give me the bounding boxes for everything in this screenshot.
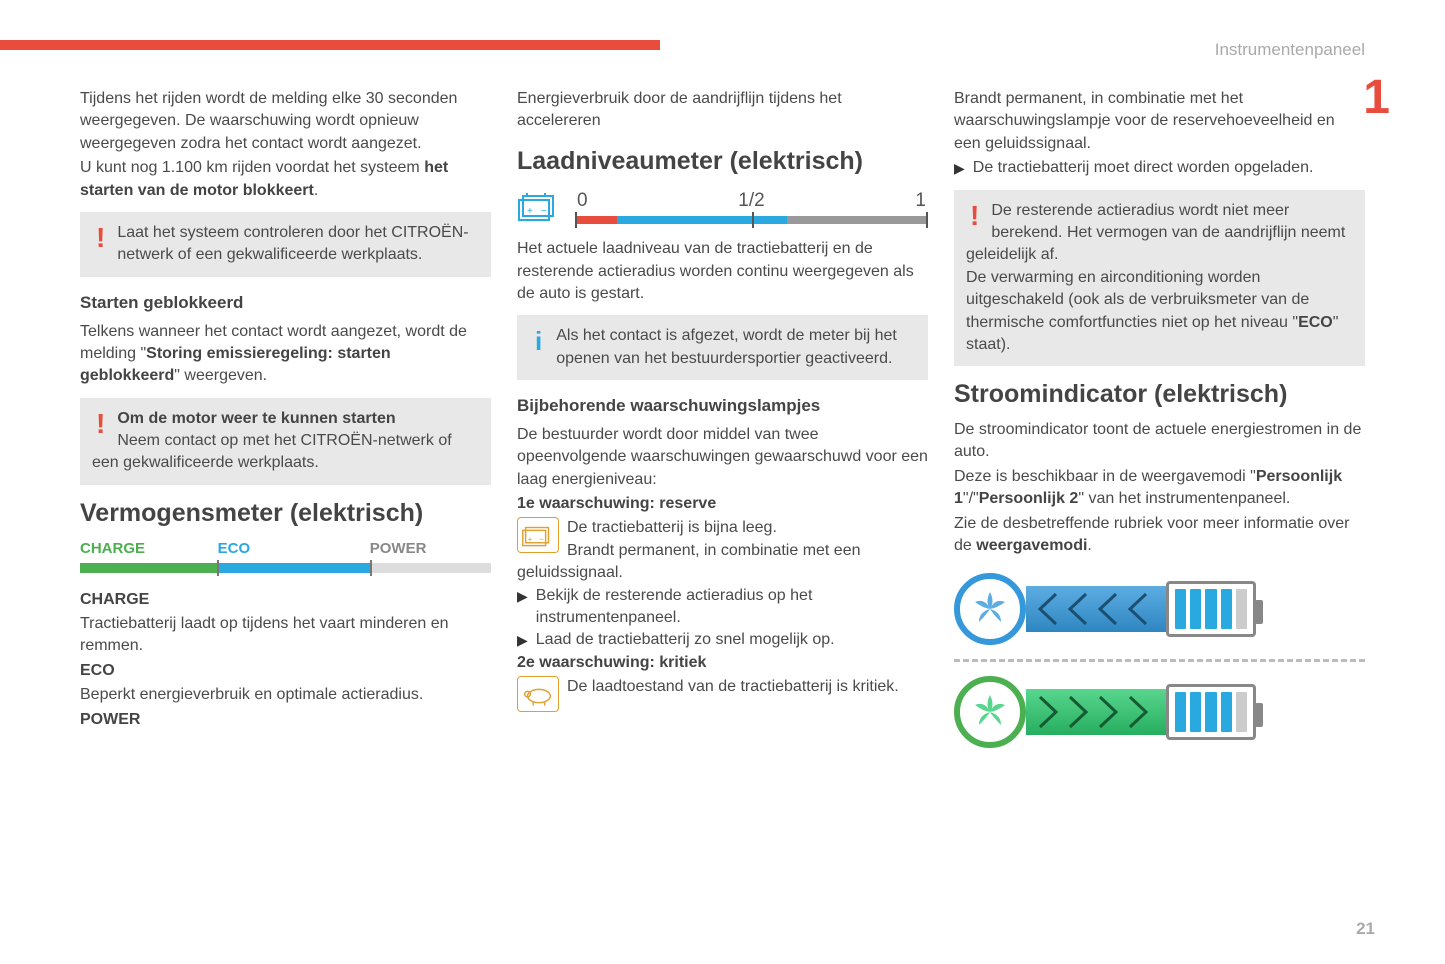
text: . xyxy=(1087,537,1091,554)
svg-text:−: − xyxy=(541,206,547,217)
column-1: Tijdens het rijden wordt de melding elke… xyxy=(80,88,491,754)
warning-text-bold: Om de motor weer te kunnen starten xyxy=(117,410,395,427)
warning-box: ! Laat het systeem controleren door het … xyxy=(80,212,491,277)
battery-icon xyxy=(1166,684,1256,740)
warning-icon: ! xyxy=(96,218,105,257)
warning-text: De resterende actieradius wordt niet mee… xyxy=(966,202,1345,264)
gauge-label-charge: CHARGE xyxy=(80,538,218,559)
text-bold: Persoonlijk 2 xyxy=(979,490,1079,507)
triangle-icon: ▶ xyxy=(954,159,965,179)
label-bold: CHARGE xyxy=(80,591,149,608)
flow-arrow-blue xyxy=(1026,586,1166,632)
text: U kunt nog 1.100 km rijden voordat het s… xyxy=(80,159,424,176)
battery-icon: +− xyxy=(517,188,561,224)
gauge-bar xyxy=(575,216,928,224)
warning-box: ! Om de motor weer te kunnen starten Nee… xyxy=(80,398,491,485)
text: De laadtoestand van de tractiebatterij i… xyxy=(567,678,899,695)
text: Energieverbruik door de aandrijflijn tij… xyxy=(517,88,928,133)
text: Tijdens het rijden wordt de melding elke… xyxy=(80,88,491,155)
text-bold: ECO xyxy=(1298,314,1333,331)
svg-text:−: − xyxy=(539,534,544,544)
battery-low-icon: +− xyxy=(517,517,559,553)
bullet-item: ▶ Bekijk de resterende actieradius op he… xyxy=(517,585,928,630)
battery-icon xyxy=(1166,581,1256,637)
text: Deze is beschikbaar in de weergavemodi "… xyxy=(954,466,1365,511)
heading-3: Bijbehorende waarschuwingslampjes xyxy=(517,394,928,418)
text: U kunt nog 1.100 km rijden voordat het s… xyxy=(80,157,491,202)
label-bold: 2e waarschuwing: kritiek xyxy=(517,654,706,671)
bullet-item: ▶ De tractiebatterij moet direct worden … xyxy=(954,157,1365,179)
text: Brandt permanent, in combinatie met een … xyxy=(517,542,861,581)
gauge-label-eco: ECO xyxy=(218,538,370,559)
text: Brandt permanent, in combinatie met het … xyxy=(954,88,1365,155)
gauge-num: 0 xyxy=(577,188,588,215)
text: De stroomindicator toont de actuele ener… xyxy=(954,419,1365,464)
text: Deze is beschikbaar in de weergavemodi " xyxy=(954,468,1256,485)
info-icon: i xyxy=(535,323,542,359)
warning-icon: ! xyxy=(970,196,979,235)
svg-text:+: + xyxy=(528,534,533,544)
text: " van het instrumentenpaneel. xyxy=(1078,490,1290,507)
gauge-label-power: POWER xyxy=(370,538,427,559)
dashed-separator xyxy=(954,659,1365,662)
flow-arrow-green xyxy=(1026,689,1166,735)
text: De tractiebatterij moet direct worden op… xyxy=(973,157,1314,179)
text: "/" xyxy=(963,490,979,507)
text: . xyxy=(314,182,318,199)
motor-wheel-icon xyxy=(954,573,1026,645)
text: Tractiebatterij laadt op tijdens het vaa… xyxy=(80,613,491,658)
text: " weergeven. xyxy=(174,367,267,384)
gauge-num: 1 xyxy=(915,188,926,215)
heading-2: Stroomindicator (elektrisch) xyxy=(954,380,1365,409)
warning-text: Neem contact op met het CITROËN-netwerk … xyxy=(92,432,452,471)
svg-text:+: + xyxy=(527,206,533,217)
label-bold: POWER xyxy=(80,711,140,728)
heading-2: Laadniveaumeter (elektrisch) xyxy=(517,147,928,176)
warning-text: Laat het systeem controleren door het CI… xyxy=(117,224,468,263)
text: De tractiebatterij is bijna leeg. xyxy=(567,519,777,536)
info-box: i Als het contact is afgezet, wordt de m… xyxy=(517,315,928,380)
motor-wheel-icon xyxy=(954,676,1026,748)
label-bold: ECO xyxy=(80,662,115,679)
chapter-tab: 1 xyxy=(1363,70,1390,125)
text-bold: weergavemodi xyxy=(976,537,1087,554)
label-bold: 1e waarschuwing: reserve xyxy=(517,495,716,512)
power-meter-gauge: CHARGE ECO POWER xyxy=(80,538,491,573)
warning-box: ! De resterende actieradius wordt niet m… xyxy=(954,190,1365,367)
text: Zie de desbetreffende rubriek voor meer … xyxy=(954,513,1365,558)
column-2: Energieverbruik door de aandrijflijn tij… xyxy=(517,88,928,754)
text: Beperkt energieverbruik en optimale acti… xyxy=(80,684,491,706)
gauge-bar xyxy=(80,563,491,573)
text: Telkens wanneer het contact wordt aangez… xyxy=(80,321,491,388)
heading-3: Starten geblokkeerd xyxy=(80,291,491,315)
turtle-icon xyxy=(517,676,559,712)
text: Bekijk de resterende actieradius op het … xyxy=(536,585,928,630)
info-text: Als het contact is afgezet, wordt de met… xyxy=(556,327,897,366)
gauge-num: 1/2 xyxy=(738,188,764,215)
warning-text: De verwarming en airconditioning worden … xyxy=(966,269,1309,331)
triangle-icon: ▶ xyxy=(517,631,528,651)
text: Het actuele laadniveau van de tractiebat… xyxy=(517,238,928,305)
triangle-icon: ▶ xyxy=(517,587,528,607)
section-header: Instrumentenpaneel xyxy=(1215,40,1365,60)
text: De bestuurder wordt door middel van twee… xyxy=(517,424,928,491)
charge-level-gauge: +− 0 1/2 1 xyxy=(517,188,928,225)
column-3: Brandt permanent, in combinatie met het … xyxy=(954,88,1365,754)
power-flow-illustration xyxy=(954,573,1365,748)
top-accent-bar xyxy=(0,40,660,50)
page-number: 21 xyxy=(1356,919,1375,939)
text: Laad de tractiebatterij zo snel mogelijk… xyxy=(536,629,835,651)
page-columns: Tijdens het rijden wordt de melding elke… xyxy=(80,88,1365,754)
warning-icon: ! xyxy=(96,404,105,443)
heading-2: Vermogensmeter (elektrisch) xyxy=(80,499,491,528)
bullet-item: ▶ Laad de tractiebatterij zo snel mogeli… xyxy=(517,629,928,651)
